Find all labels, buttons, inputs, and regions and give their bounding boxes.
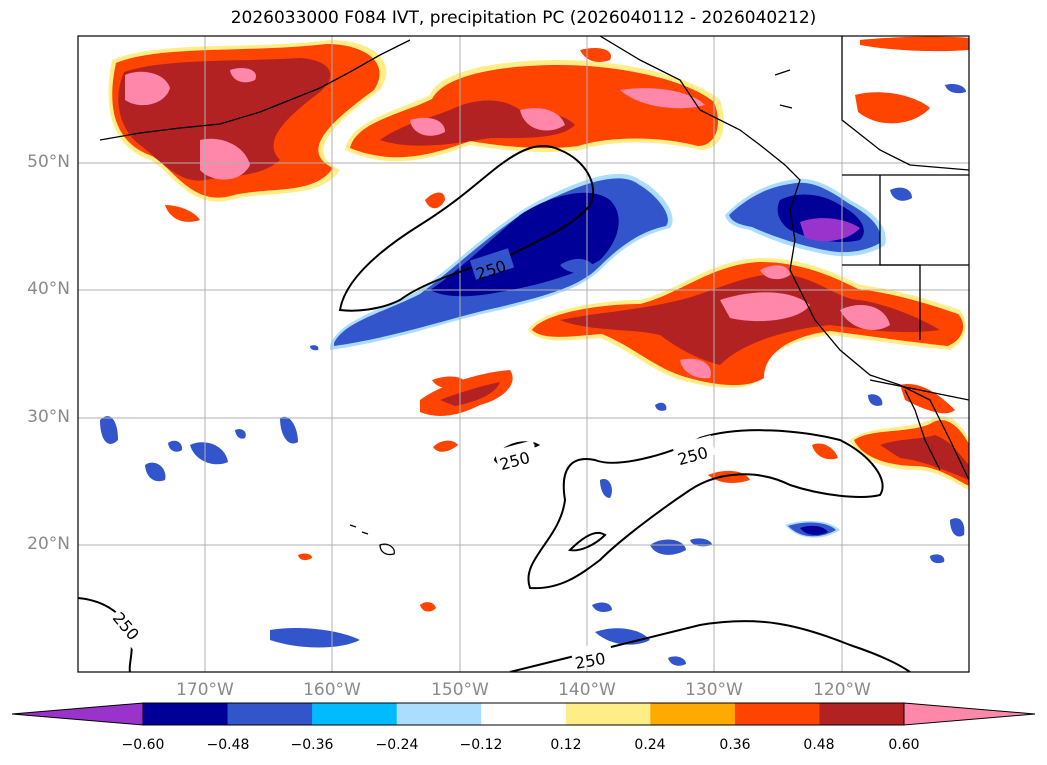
pos-anomaly-gulf-alaska <box>345 48 724 209</box>
pos-anomaly-bc <box>855 92 930 124</box>
map-frame <box>77 35 970 673</box>
colorbar-segment <box>143 703 229 725</box>
colorbar-segment <box>396 703 482 725</box>
lon-label-140w: 140°W <box>558 680 616 700</box>
colorbar-segments <box>11 702 1036 726</box>
lon-label-120w: 120°W <box>813 680 871 700</box>
lon-label-150w: 150°W <box>431 680 489 700</box>
aleutian-coast <box>99 39 411 141</box>
neg-anomaly-pnw <box>725 178 912 257</box>
us-mexico-border <box>869 379 969 401</box>
colorbar-tick-060: 0.60 <box>888 737 920 753</box>
hawaii-islands <box>349 524 369 535</box>
colorbar-tick-048: 0.48 <box>803 737 835 753</box>
colorbar-tick-036: 0.36 <box>719 737 751 753</box>
lat-label-20n: 20°N <box>27 534 70 554</box>
precip-fields <box>100 36 969 666</box>
pos-anomaly-aleutian <box>108 40 387 222</box>
colorbar-segment <box>734 703 820 725</box>
colorbar-tick-neg024: −0.24 <box>375 737 419 753</box>
lat-label-50n: 50°N <box>27 152 70 172</box>
coastlines <box>99 36 969 556</box>
bc-islands <box>774 69 793 109</box>
colorbar <box>11 702 1036 726</box>
colorbar-segment <box>565 703 651 725</box>
pos-anomaly-ne <box>860 36 969 52</box>
lon-label-160w: 160°W <box>303 680 361 700</box>
province-border <box>841 36 969 171</box>
colorbar-segment <box>312 703 398 725</box>
colorbar-extend-low <box>11 702 144 726</box>
colorbar-tick-neg048: −0.48 <box>206 737 250 753</box>
lon-label-170w: 170°W <box>176 680 234 700</box>
colorbar-tick-024: 0.24 <box>634 737 666 753</box>
colorbar-frame <box>142 702 905 726</box>
colorbar-segment <box>227 703 313 725</box>
lat-label-40n: 40°N <box>27 279 70 299</box>
graticule <box>78 36 969 672</box>
ivt-contour-250-inner <box>567 531 607 552</box>
hawaii-big-island <box>379 543 395 556</box>
colorbar-segment <box>650 703 736 725</box>
ivt-contour-250-north <box>338 145 595 312</box>
neg-anomaly-scattered <box>100 83 966 666</box>
colorbar-segment <box>819 703 905 725</box>
colorbar-segment <box>481 703 567 725</box>
colorbar-tick-neg036: −0.36 <box>290 737 334 753</box>
ivt-contour-250-south <box>527 429 884 590</box>
baja-coast <box>904 389 941 471</box>
lat-label-30n: 30°N <box>27 407 70 427</box>
lon-label-130w: 130°W <box>685 680 743 700</box>
pos-anomaly-30n <box>298 370 513 612</box>
na-west-coast <box>599 36 969 481</box>
colorbar-tick-012: 0.12 <box>550 737 582 753</box>
map-title: 2026033000 F084 IVT, precipitation PC (2… <box>230 8 817 28</box>
colorbar-tick-neg012: −0.12 <box>459 737 503 753</box>
colorbar-extend-high <box>903 702 1036 726</box>
colorbar-tick-neg060: −0.60 <box>121 737 165 753</box>
